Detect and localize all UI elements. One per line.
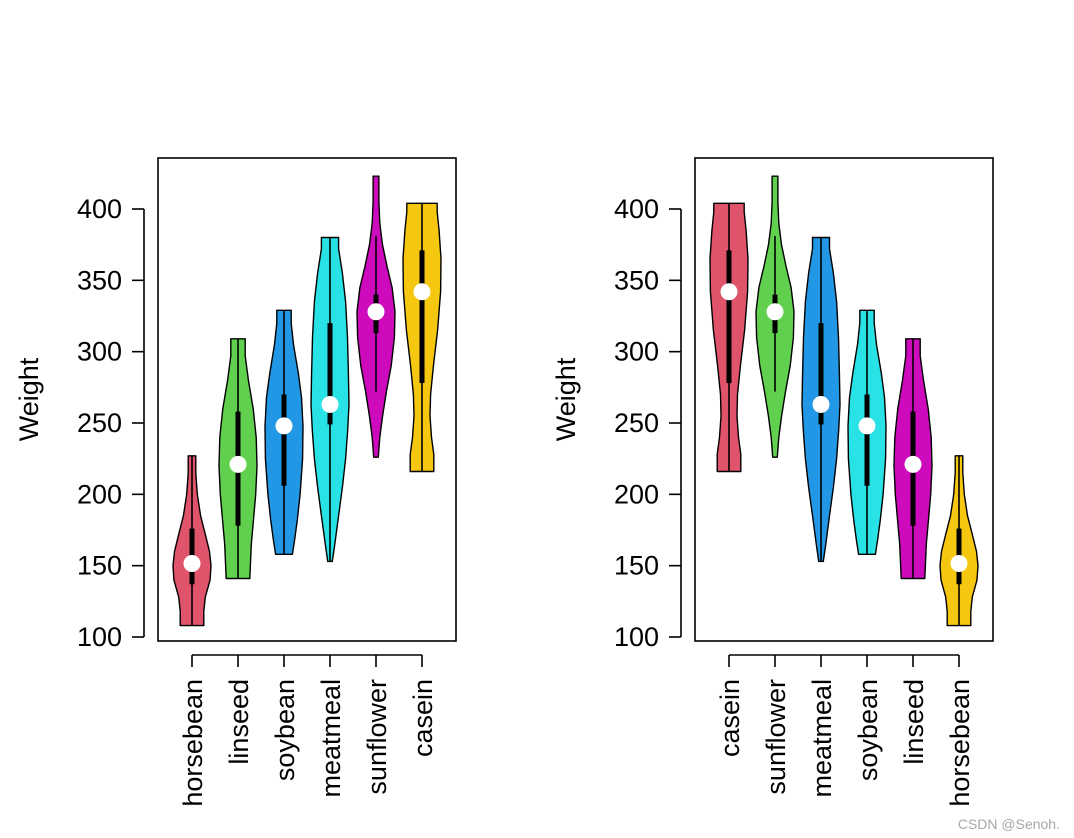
x-tick-label-linseed: linseed — [899, 679, 929, 765]
x-tick-label-meatmeal: meatmeal — [316, 679, 346, 798]
x-tick-label-horsebean: horsebean — [178, 679, 208, 807]
iqr-bar-soybean — [281, 394, 287, 486]
iqr-bar-soybean — [864, 394, 870, 486]
x-tick-label-sunflower: sunflower — [362, 679, 392, 795]
x-tick-label-soybean: soybean — [853, 679, 883, 781]
median-point-meatmeal — [812, 395, 830, 413]
chart-panel-1: 100 150 200 250 300 350 400 Weight horsebean lins… — [14, 157, 457, 807]
y-tick-label: 300 — [614, 337, 659, 367]
median-point-linseed — [904, 455, 922, 473]
median-point-sunflower — [766, 303, 784, 321]
median-point-horsebean — [183, 555, 201, 573]
y-tick-label: 400 — [614, 194, 659, 224]
y-tick-label: 200 — [614, 479, 659, 509]
median-point-soybean — [275, 417, 293, 435]
x-tick-label-horsebean: horsebean — [945, 679, 975, 807]
iqr-bar-casein — [419, 250, 425, 384]
y-axis-title: Weight — [551, 357, 581, 441]
median-point-horsebean — [950, 555, 968, 573]
y-tick-label: 300 — [77, 337, 122, 367]
watermark: CSDN @Senoh. — [957, 816, 1060, 832]
y-tick-label: 400 — [77, 194, 122, 224]
y-tick-label: 350 — [614, 265, 659, 295]
median-point-soybean — [858, 417, 876, 435]
y-tick-label: 150 — [614, 551, 659, 581]
x-tick-label-meatmeal: meatmeal — [807, 679, 837, 798]
x-tick-label-casein: casein — [408, 679, 438, 757]
y-tick-label: 100 — [77, 622, 122, 652]
x-tick-label-soybean: soybean — [270, 679, 300, 781]
x-tick-label-casein: casein — [715, 679, 745, 757]
median-point-casein — [413, 283, 431, 301]
y-tick-label: 200 — [77, 479, 122, 509]
median-point-linseed — [229, 455, 247, 473]
plot-frame — [694, 157, 994, 642]
iqr-bar-meatmeal — [327, 323, 333, 425]
y-tick-label: 150 — [77, 551, 122, 581]
x-tick-label-sunflower: sunflower — [761, 679, 791, 795]
y-axis-title: Weight — [14, 357, 44, 441]
iqr-bar-meatmeal — [818, 323, 824, 425]
median-point-casein — [720, 283, 738, 301]
y-tick-label: 250 — [614, 408, 659, 438]
y-tick-label: 350 — [77, 265, 122, 295]
x-tick-label-linseed: linseed — [224, 679, 254, 765]
y-tick-label: 100 — [614, 622, 659, 652]
median-point-sunflower — [367, 303, 385, 321]
iqr-bar-casein — [726, 250, 732, 384]
y-tick-label: 250 — [77, 408, 122, 438]
plot-frame — [157, 157, 457, 642]
median-point-meatmeal — [321, 395, 339, 413]
chart-panel-2: 100 150 200 250 300 350 400 Weight casein sunflow… — [551, 157, 994, 807]
